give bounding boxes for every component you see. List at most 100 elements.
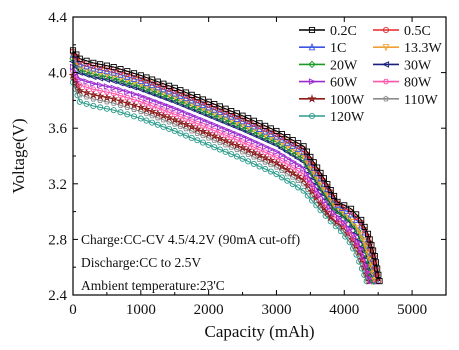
data-point bbox=[148, 86, 156, 95]
data-point bbox=[97, 61, 104, 68]
data-point bbox=[76, 66, 84, 74]
data-point bbox=[354, 227, 362, 235]
data-point bbox=[123, 78, 131, 87]
data-point bbox=[109, 74, 118, 82]
data-point bbox=[76, 82, 83, 88]
data-point bbox=[244, 125, 252, 134]
data-point bbox=[164, 96, 173, 104]
legend-marker bbox=[308, 78, 317, 85]
data-point bbox=[314, 186, 322, 193]
data-point bbox=[314, 164, 321, 171]
data-point bbox=[256, 120, 263, 127]
data-point bbox=[299, 174, 309, 184]
data-point bbox=[159, 94, 167, 101]
data-point bbox=[313, 177, 321, 185]
data-point bbox=[216, 103, 223, 110]
data-point bbox=[205, 98, 212, 105]
data-point bbox=[194, 120, 201, 127]
data-point bbox=[221, 135, 231, 145]
data-point bbox=[289, 181, 296, 188]
data-point bbox=[209, 131, 219, 140]
data-point bbox=[245, 141, 252, 148]
data-point bbox=[165, 109, 173, 115]
y-tick-label: 2.8 bbox=[48, 232, 67, 248]
data-point bbox=[199, 117, 208, 124]
data-point bbox=[293, 171, 303, 181]
data-point bbox=[88, 90, 98, 99]
data-point bbox=[205, 141, 212, 148]
data-point bbox=[75, 85, 85, 95]
data-point bbox=[137, 115, 144, 122]
data-point bbox=[73, 69, 81, 77]
data-point bbox=[193, 104, 202, 113]
data-point bbox=[361, 223, 368, 230]
data-point bbox=[262, 165, 269, 173]
data-point bbox=[166, 103, 174, 110]
data-point bbox=[255, 130, 264, 139]
data-point bbox=[336, 214, 344, 222]
x-tick-label: 4000 bbox=[329, 302, 359, 318]
data-point bbox=[115, 96, 125, 105]
data-point bbox=[323, 193, 332, 201]
data-point bbox=[136, 102, 146, 112]
data-point bbox=[177, 87, 184, 94]
x-tick-label: 5000 bbox=[397, 302, 427, 318]
x-tick-label: 0 bbox=[69, 302, 77, 318]
data-point bbox=[154, 89, 162, 97]
x-tick-label: 1000 bbox=[126, 302, 156, 318]
data-point bbox=[221, 116, 230, 124]
data-point bbox=[256, 140, 264, 148]
data-point bbox=[232, 140, 242, 150]
data-point bbox=[153, 92, 161, 99]
data-point bbox=[289, 137, 296, 144]
data-point bbox=[216, 123, 225, 131]
data-point bbox=[82, 71, 90, 78]
data-point bbox=[198, 126, 208, 136]
data-point bbox=[147, 106, 157, 116]
data-point bbox=[147, 90, 156, 97]
legend-item: 80W bbox=[373, 76, 432, 91]
data-point bbox=[334, 198, 341, 205]
data-point bbox=[289, 158, 297, 166]
data-point bbox=[171, 84, 178, 91]
data-point bbox=[199, 96, 207, 103]
data-point bbox=[83, 84, 90, 90]
data-point bbox=[182, 99, 190, 108]
data-point bbox=[254, 150, 265, 160]
data-point bbox=[348, 205, 355, 212]
data-point bbox=[307, 164, 314, 172]
data-point bbox=[326, 203, 334, 211]
data-point bbox=[278, 151, 287, 159]
data-point bbox=[326, 198, 335, 206]
data-point bbox=[238, 142, 248, 152]
data-point bbox=[187, 102, 196, 110]
data-point bbox=[122, 98, 132, 108]
legend-label: 110W bbox=[404, 93, 438, 108]
data-point bbox=[160, 80, 167, 87]
data-point bbox=[233, 110, 240, 117]
data-point bbox=[110, 90, 117, 97]
data-point bbox=[271, 158, 281, 167]
data-point bbox=[260, 153, 270, 162]
annotation-temperature: Ambient temperature:23'C bbox=[81, 278, 225, 293]
data-point bbox=[117, 86, 125, 94]
data-point bbox=[90, 80, 98, 88]
data-point bbox=[233, 153, 240, 160]
data-point bbox=[205, 119, 213, 126]
data-point bbox=[243, 145, 253, 155]
legend-label: 60W bbox=[330, 76, 358, 91]
data-point bbox=[82, 88, 92, 97]
data-point bbox=[124, 68, 131, 75]
data-point bbox=[117, 66, 124, 73]
data-point bbox=[137, 99, 144, 105]
data-point bbox=[261, 133, 269, 141]
data-point bbox=[177, 130, 184, 137]
y-tick-label: 3.2 bbox=[48, 177, 67, 193]
data-point bbox=[266, 155, 276, 165]
data-point bbox=[309, 197, 316, 204]
data-point bbox=[343, 206, 350, 215]
legend-label: 30W bbox=[404, 58, 432, 73]
data-point bbox=[130, 80, 138, 89]
data-point bbox=[90, 86, 97, 92]
data-point bbox=[366, 257, 374, 265]
